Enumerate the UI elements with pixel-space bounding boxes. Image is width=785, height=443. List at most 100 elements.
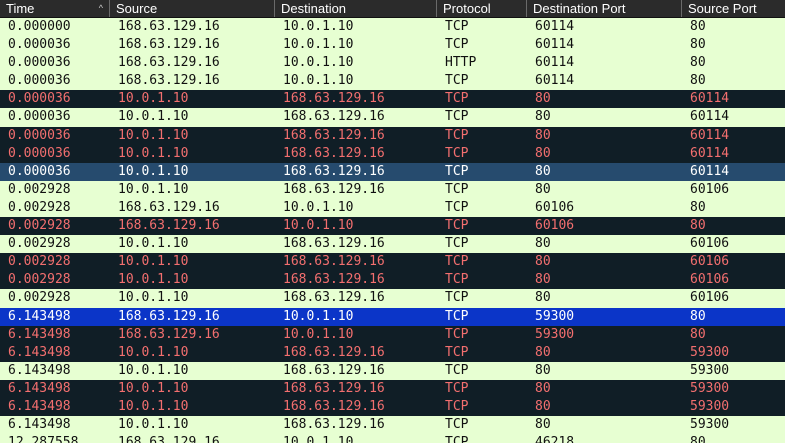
time-cell: 0.000036 xyxy=(8,55,71,71)
packet-row[interactable]: 6.143498 10.0.1.10 168.63.129.16 TCP 80 59300 xyxy=(0,361,785,380)
time-cell: 0.000036 xyxy=(8,73,71,89)
source-cell: 10.0.1.10 xyxy=(118,290,189,306)
source-port-cell: 60114 xyxy=(690,127,730,143)
source-port-cell: 59300 xyxy=(690,398,730,414)
destination-port-cell: 60114 xyxy=(535,37,575,53)
time-cell: 0.000036 xyxy=(8,109,71,125)
protocol-cell: TCP xyxy=(445,73,469,89)
destination-port-cell: 80 xyxy=(535,109,551,125)
source-port-cell: 60106 xyxy=(690,290,730,306)
column-header-source[interactable]: Source xyxy=(110,0,275,17)
protocol-cell: TCP xyxy=(445,398,469,414)
destination-port-cell: 80 xyxy=(535,181,551,197)
packet-row[interactable]: 0.000036 10.0.1.10 168.63.129.16 TCP 80 60114 xyxy=(0,90,785,109)
column-header-source-port[interactable]: Source Port xyxy=(682,0,785,17)
protocol-cell: TCP xyxy=(445,417,469,433)
source-cell: 10.0.1.10 xyxy=(118,254,189,270)
packet-row[interactable]: 0.000036 10.0.1.10 168.63.129.16 TCP 80 60114 xyxy=(0,162,785,181)
source-port-cell: 60106 xyxy=(690,181,730,197)
destination-cell: 168.63.129.16 xyxy=(283,380,385,396)
packet-row[interactable]: 0.002928 10.0.1.10 168.63.129.16 TCP 80 60106 xyxy=(0,180,785,199)
packet-row[interactable]: 0.002928 10.0.1.10 168.63.129.16 TCP 80 60106 xyxy=(0,253,785,272)
source-cell: 168.63.129.16 xyxy=(118,435,220,443)
source-cell: 10.0.1.10 xyxy=(118,145,189,161)
column-header-destination-port[interactable]: Destination Port xyxy=(527,0,682,17)
destination-cell: 10.0.1.10 xyxy=(283,435,354,443)
packet-row[interactable]: 6.143498 10.0.1.10 168.63.129.16 TCP 80 59300 xyxy=(0,397,785,417)
column-header-label: Source Port xyxy=(688,1,757,16)
column-header-protocol[interactable]: Protocol xyxy=(437,0,527,17)
time-cell: 0.000036 xyxy=(8,37,71,53)
destination-port-cell: 80 xyxy=(535,145,551,161)
destination-cell: 168.63.129.16 xyxy=(283,145,385,161)
column-header-label: Destination Port xyxy=(533,1,626,16)
destination-cell: 168.63.129.16 xyxy=(283,127,385,143)
time-cell: 6.143498 xyxy=(8,362,71,378)
protocol-cell: TCP xyxy=(445,199,469,215)
source-port-cell: 80 xyxy=(690,19,706,34)
source-port-cell: 80 xyxy=(690,73,706,89)
source-cell: 10.0.1.10 xyxy=(118,272,189,288)
protocol-cell: TCP xyxy=(445,380,469,396)
packet-row[interactable]: 6.143498 168.63.129.16 10.0.1.10 TCP 59300 80 xyxy=(0,325,785,344)
source-port-cell: 80 xyxy=(690,308,706,324)
packet-row[interactable]: 0.002928 10.0.1.10 168.63.129.16 TCP 80 60106 xyxy=(0,289,785,308)
destination-cell: 10.0.1.10 xyxy=(283,19,354,34)
time-cell: 6.143498 xyxy=(8,326,71,342)
destination-port-cell: 80 xyxy=(535,127,551,143)
source-cell: 10.0.1.10 xyxy=(118,417,189,433)
packet-row[interactable]: 0.002928 168.63.129.16 10.0.1.10 TCP 60106 80 xyxy=(0,198,785,218)
packet-row[interactable]: 0.000036 10.0.1.10 168.63.129.16 TCP 80 60114 xyxy=(0,126,785,145)
packet-row[interactable]: 0.000036 168.63.129.16 10.0.1.10 HTTP 60114 8… xyxy=(0,54,785,73)
protocol-cell: TCP xyxy=(445,344,469,360)
destination-cell: 10.0.1.10 xyxy=(283,326,354,342)
packet-row[interactable]: 6.143498 10.0.1.10 168.63.129.16 TCP 80 59300 xyxy=(0,343,785,362)
packet-row[interactable]: 0.000036 168.63.129.16 10.0.1.10 TCP 60114 80 xyxy=(0,36,785,55)
protocol-cell: TCP xyxy=(445,127,469,143)
column-header-destination[interactable]: Destination xyxy=(275,0,437,17)
protocol-cell: TCP xyxy=(445,37,469,53)
time-cell: 0.002928 xyxy=(8,199,71,215)
protocol-cell: TCP xyxy=(445,326,469,342)
destination-port-cell: 60106 xyxy=(535,199,575,215)
destination-port-cell: 80 xyxy=(535,398,551,414)
time-cell: 6.143498 xyxy=(8,398,71,414)
packet-row[interactable]: 6.143498 168.63.129.16 10.0.1.10 TCP 59300 80 xyxy=(0,307,785,326)
destination-port-cell: 80 xyxy=(535,272,551,288)
source-port-cell: 80 xyxy=(690,37,706,53)
destination-port-cell: 80 xyxy=(535,236,551,252)
protocol-cell: TCP xyxy=(445,145,469,161)
protocol-cell: TCP xyxy=(445,435,469,443)
packet-row[interactable]: 6.143498 10.0.1.10 168.63.129.16 TCP 80 59300 xyxy=(0,379,785,398)
destination-cell: 168.63.129.16 xyxy=(283,254,385,270)
protocol-cell: TCP xyxy=(445,272,469,288)
source-cell: 10.0.1.10 xyxy=(118,127,189,143)
time-cell: 0.002928 xyxy=(8,272,71,288)
packet-row[interactable]: 0.000036 168.63.129.16 10.0.1.10 TCP 60114 80 xyxy=(0,72,785,91)
destination-port-cell: 59300 xyxy=(535,308,575,324)
sort-ascending-icon: ^ xyxy=(98,3,103,13)
source-cell: 10.0.1.10 xyxy=(118,109,189,125)
protocol-cell: TCP xyxy=(445,163,469,179)
column-header-time[interactable]: Time ^ xyxy=(0,0,110,17)
packet-row[interactable]: 6.143498 10.0.1.10 168.63.129.16 TCP 80 59300 xyxy=(0,416,785,435)
packet-row[interactable]: 0.002928 10.0.1.10 168.63.129.16 TCP 80 60106 xyxy=(0,235,785,254)
destination-port-cell: 80 xyxy=(535,362,551,378)
packet-row[interactable]: 12.287558 168.63.129.16 10.0.1.10 TCP 46218 8… xyxy=(0,434,785,443)
packet-row[interactable]: 0.000036 10.0.1.10 168.63.129.16 TCP 80 60114 xyxy=(0,144,785,163)
destination-cell: 10.0.1.10 xyxy=(283,73,354,89)
protocol-cell: TCP xyxy=(445,91,469,107)
packet-row[interactable]: 0.000000 168.63.129.16 10.0.1.10 TCP 60114 80 xyxy=(0,18,785,37)
packet-row[interactable]: 0.002928 168.63.129.16 10.0.1.10 TCP 60106 80 xyxy=(0,217,785,236)
destination-cell: 168.63.129.16 xyxy=(283,290,385,306)
source-port-cell: 59300 xyxy=(690,362,730,378)
packet-row[interactable]: 0.000036 10.0.1.10 168.63.129.16 TCP 80 60114 xyxy=(0,108,785,127)
destination-port-cell: 60114 xyxy=(535,73,575,89)
time-cell: 0.000036 xyxy=(8,145,71,161)
source-port-cell: 59300 xyxy=(690,380,730,396)
source-port-cell: 60114 xyxy=(690,91,730,107)
protocol-cell: TCP xyxy=(445,218,469,234)
packet-row[interactable]: 0.002928 10.0.1.10 168.63.129.16 TCP 80 60106 xyxy=(0,271,785,290)
packet-list-header: Time ^ Source Destination Protocol Desti… xyxy=(0,0,785,18)
